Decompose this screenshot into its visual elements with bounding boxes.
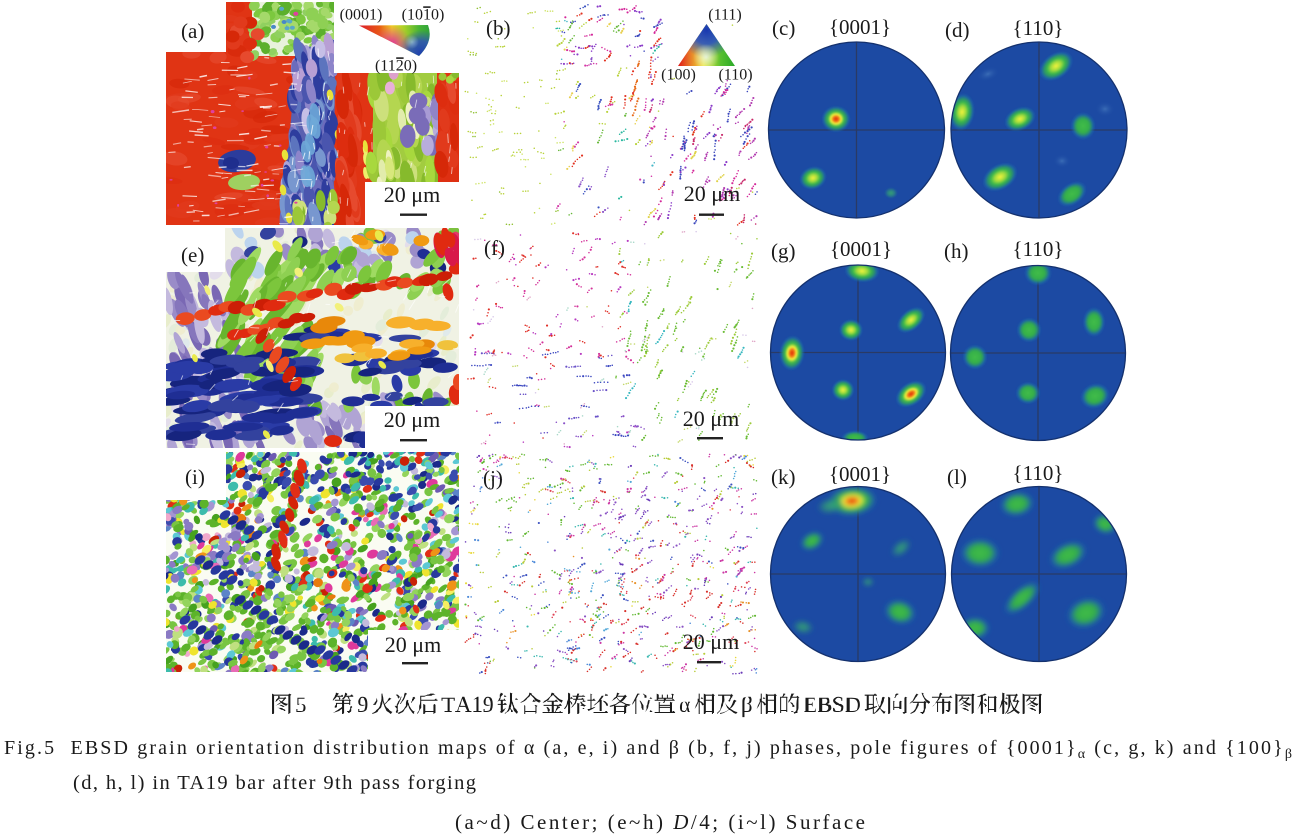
svg-text:(e): (e) [181,243,204,267]
svg-text:20 μm: 20 μm [683,629,739,654]
svg-text:{110}: {110} [1013,237,1064,261]
svg-text:(l): (l) [947,465,967,489]
svg-text:(j): (j) [483,466,503,490]
svg-text:(d, h, l) in TA19 bar after 9t: (d, h, l) in TA19 bar after 9th pass for… [73,772,476,794]
svg-text:{0001}: {0001} [829,462,891,486]
svg-text:{110}: {110} [1013,16,1064,40]
svg-text:(b): (b) [486,16,511,40]
svg-text:(i): (i) [185,465,205,489]
svg-text:(a): (a) [181,19,204,43]
svg-text:(d): (d) [945,18,970,42]
svg-text:{0001}: {0001} [829,15,891,39]
svg-text:(h): (h) [944,239,969,263]
svg-text:20 μm: 20 μm [384,182,440,207]
svg-text:(g): (g) [771,239,796,263]
svg-text:(f): (f) [484,236,505,260]
svg-text:(c): (c) [772,16,795,40]
svg-text:(111): (111) [708,7,741,24]
svg-text:(100): (100) [661,67,696,84]
svg-text:20 μm: 20 μm [385,632,441,657]
svg-text:(1010): (1010) [402,7,445,24]
svg-text:(0001): (0001) [340,7,383,24]
svg-text:20 μm: 20 μm [683,406,739,431]
svg-text:{0001}: {0001} [830,237,892,261]
svg-text:(110): (110) [718,67,752,84]
svg-text:(a~d) Center; (e~h) D/4; (i~l): (a~d) Center; (e~h) D/4; (i~l) Surface [455,810,865,834]
svg-text:(k): (k) [771,465,796,489]
svg-text:(1120): (1120) [375,58,417,75]
svg-text:20 μm: 20 μm [384,407,440,432]
svg-text:20 μm: 20 μm [684,181,740,206]
svg-text:{110}: {110} [1013,461,1064,485]
